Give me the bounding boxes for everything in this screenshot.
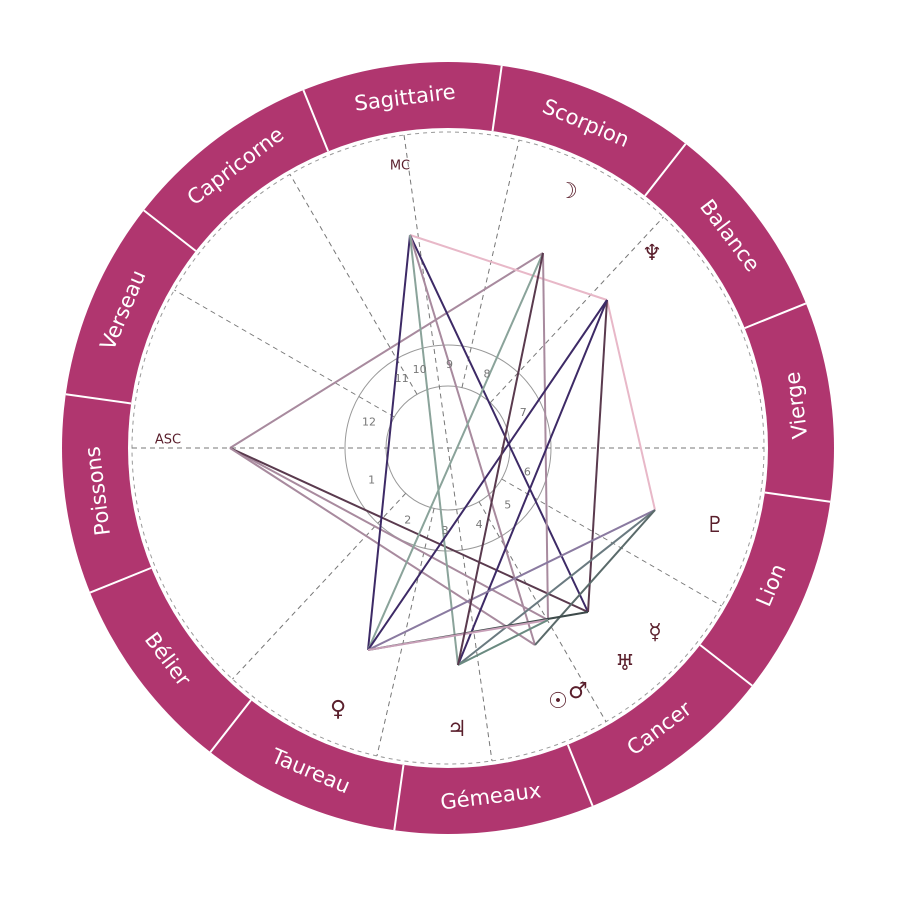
aspect-line	[229, 447, 536, 646]
house-number: 8	[483, 368, 490, 381]
aspect-line	[457, 252, 544, 666]
house-number: 2	[404, 514, 411, 527]
sign-divider	[65, 393, 132, 405]
house-cusp	[289, 174, 418, 395]
sign-divider	[644, 143, 687, 197]
aspect-line	[367, 509, 656, 651]
sign-divider	[566, 744, 594, 807]
aspect-line	[229, 447, 549, 621]
planet-glyph: ♅	[615, 651, 635, 676]
aspect-line	[367, 252, 544, 651]
house-cusp	[174, 289, 395, 418]
sign-divider	[89, 566, 152, 594]
sign-divider	[393, 764, 405, 831]
house-cusp	[501, 478, 722, 607]
house-cusp	[489, 216, 664, 403]
planet-glyph: ♇	[705, 513, 725, 538]
aspect-line	[409, 234, 536, 646]
sign-divider	[302, 89, 330, 152]
aspect-line	[367, 234, 411, 651]
house-number: 6	[524, 465, 531, 478]
aspect-line	[542, 252, 549, 621]
planet-glyph: ☽	[558, 179, 578, 204]
planet-glyph: ♃	[447, 717, 467, 742]
sign-divider	[699, 644, 753, 687]
aspect-line	[606, 299, 656, 511]
house-cusp	[461, 139, 520, 388]
aspect-line	[534, 509, 656, 646]
house-number: 10	[413, 363, 427, 376]
planet-glyph: ♀	[330, 697, 346, 722]
house-number: 9	[446, 358, 453, 371]
aspect-line	[409, 234, 589, 613]
aspect-line	[457, 509, 656, 666]
asc-label: ASC	[155, 433, 181, 448]
mc-label: MC	[390, 159, 410, 174]
house-cusp	[232, 493, 407, 680]
house-number: 5	[504, 499, 511, 512]
sign-divider	[209, 699, 252, 753]
sign-divider	[143, 209, 197, 252]
aspect-line	[409, 234, 459, 666]
aspect-line	[457, 299, 608, 666]
planet-glyph: ♂	[568, 679, 588, 704]
aspect-line	[229, 447, 589, 613]
sign-divider	[764, 491, 831, 503]
planet-glyph: ☉	[548, 689, 568, 714]
house-number: 3	[442, 524, 449, 537]
aspect-line	[409, 234, 608, 301]
house-cusp	[478, 501, 607, 722]
house-number: 7	[520, 406, 527, 419]
sign-divider	[744, 302, 807, 330]
house-number: 1	[368, 473, 375, 486]
planet-glyph: ☿	[648, 620, 662, 645]
aspect-line	[367, 619, 549, 651]
aspect-line	[457, 619, 549, 666]
sign-divider	[491, 65, 503, 132]
house-number: 4	[476, 518, 483, 531]
aspect-line	[367, 299, 608, 651]
aspect-line	[229, 252, 544, 449]
axis-line	[403, 135, 493, 761]
planet-glyph: ♆	[642, 241, 662, 266]
house-number: 11	[395, 372, 409, 385]
house-number: 12	[362, 415, 376, 428]
